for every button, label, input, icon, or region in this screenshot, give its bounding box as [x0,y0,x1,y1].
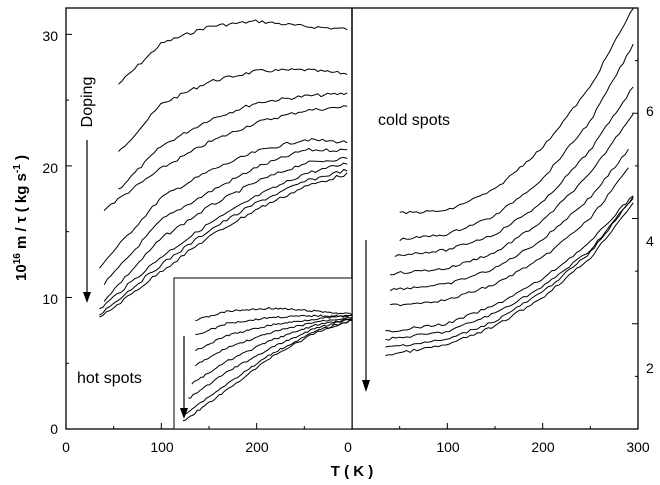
series-line [195,307,353,322]
right-ytick-label: 6 [646,103,654,119]
inset-frame [173,277,353,430]
series-line [385,202,634,357]
series-line [99,162,348,310]
series-line [118,92,348,190]
y-axis-title-unit-exponent: -1 [12,164,23,173]
series-line [99,172,348,318]
series-line [118,68,348,152]
series-line [385,197,634,348]
right-xtick-label: 200 [531,439,555,455]
y-axis-title-exponent: 16 [12,253,23,265]
y-axis-title-text: m / τ ( kg s [13,173,30,253]
series-line [182,319,353,422]
series-line [195,314,353,352]
left-ytick-label: 30 [42,28,58,44]
y-axis-title: 1016 m / τ ( kg s-1 ) [12,155,30,281]
right-panel-frame [351,7,639,430]
series-line [389,148,629,292]
axis-ticks [65,33,639,430]
series-line [103,147,348,286]
series-line [399,43,634,242]
left-ytick-label: 20 [42,160,58,176]
series-line [390,113,634,276]
series-line [188,318,353,399]
left-panel-curves [99,19,348,318]
left-xtick-label: 200 [245,439,269,455]
left-ytick-label: 10 [42,291,58,307]
left-xtick-label: 0 [344,439,352,455]
cold-spots-label: cold spots [378,112,450,129]
y-axis-title-base: 10 [13,264,30,281]
series-line [99,168,348,316]
right-ytick-label: 2 [646,360,654,376]
left-ytick-label: 0 [50,421,58,437]
series-line [394,86,634,258]
series-line [385,195,634,333]
series-line [195,316,353,367]
hot-spots-label: hot spots [77,370,142,387]
x-axis-title: T ( K ) [331,463,374,480]
doping-label: Doping [79,77,96,128]
right-ytick-label: 4 [646,233,654,249]
inset-curves [182,307,353,422]
series-line [191,318,353,385]
y-axis-title-close: ) [13,155,30,164]
series-line [195,314,353,335]
series-line [399,8,634,215]
right-panel-curves [385,8,634,357]
series-line [184,319,353,415]
doping-arrow-left [83,140,91,303]
series-line [103,105,348,211]
right-xtick-label: 300 [626,439,650,455]
left-xtick-label: 100 [150,439,174,455]
left-xtick-label: 0 [62,439,70,455]
right-xtick-label: 100 [436,439,460,455]
series-line [385,196,634,341]
doping-arrow-inset [180,336,188,419]
series-line [390,167,629,307]
series-line [118,19,348,85]
series-line [99,137,348,269]
series-line [103,156,348,302]
doping-arrow-right [362,240,370,392]
